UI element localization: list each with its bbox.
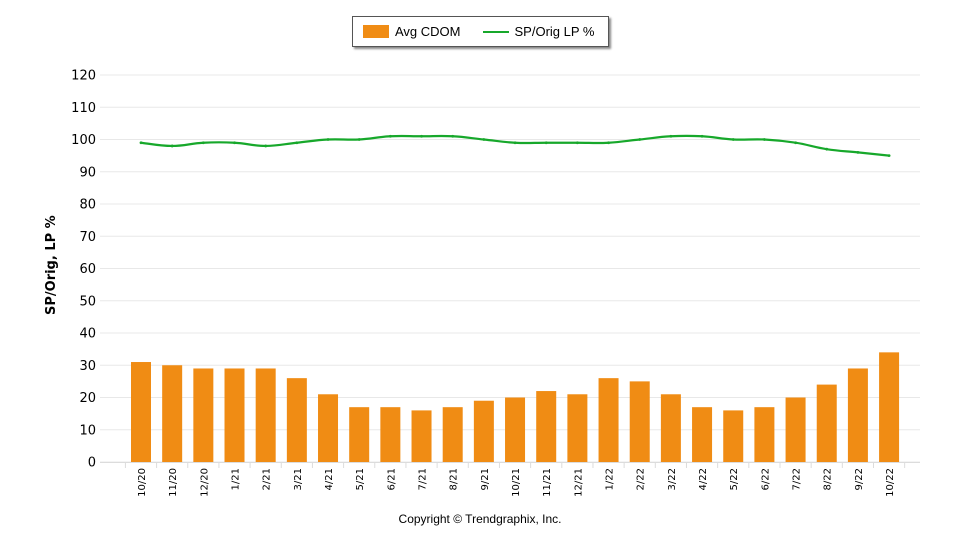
- x-tick-label: 4/22: [698, 468, 709, 490]
- line-data-point: [482, 138, 486, 141]
- bar-8-22: [816, 384, 837, 462]
- line-data-point: [575, 141, 579, 145]
- bar-4-22: [692, 407, 713, 462]
- x-tick-label: 2/21: [262, 468, 273, 490]
- x-tick-label: 5/22: [729, 468, 740, 490]
- x-tick-label: 3/21: [293, 468, 304, 490]
- line-data-point: [763, 138, 766, 141]
- bar-12-21: [567, 394, 588, 462]
- legend-line-swatch-icon: [482, 30, 509, 33]
- y-tick-label: 80: [79, 198, 96, 213]
- line-data-point: [357, 138, 361, 141]
- bar-10-21: [505, 397, 526, 462]
- line-data-point: [295, 141, 299, 145]
- x-tick-label: 10/22: [885, 468, 896, 497]
- line-data-point: [731, 138, 735, 141]
- x-tick-label: 6/21: [386, 468, 397, 490]
- y-tick-label: 90: [79, 165, 96, 180]
- x-tick-label: 7/22: [792, 468, 803, 490]
- line-data-point: [513, 141, 517, 145]
- bar-7-22: [785, 397, 806, 462]
- y-tick-label: 0: [88, 456, 96, 471]
- x-tick-label: 10/21: [511, 468, 522, 497]
- y-tick-label: 70: [79, 230, 96, 245]
- line-data-point: [420, 134, 423, 138]
- x-tick-label: 5/21: [355, 468, 366, 490]
- line-data-point: [638, 138, 642, 141]
- y-tick-label: 120: [71, 69, 96, 84]
- chart-legend: Avg CDOM SP/Orig LP %: [352, 16, 609, 47]
- bar-12-20: [193, 368, 214, 462]
- line-data-point: [856, 151, 860, 154]
- x-tick-label: 3/22: [667, 468, 678, 490]
- line-data-point: [669, 134, 673, 138]
- bar-9-22: [847, 368, 868, 462]
- line-data-point: [544, 141, 548, 145]
- x-tick-label: 1/21: [231, 468, 242, 490]
- copyright-text: Copyright © Trendgraphix, Inc.: [398, 512, 562, 526]
- x-tick-label: 11/21: [542, 468, 553, 497]
- line-data-point: [170, 144, 174, 148]
- legend-label-avg-cdom: Avg CDOM: [395, 24, 461, 39]
- bar-6-21: [380, 407, 401, 462]
- bar-3-21: [286, 378, 307, 462]
- bar-9-21: [473, 400, 494, 462]
- y-tick-label: 20: [79, 391, 96, 406]
- x-tick-label: 9/22: [854, 468, 865, 490]
- x-tick-label: 8/21: [449, 468, 460, 490]
- bar-5-22: [723, 410, 744, 462]
- y-tick-label: 100: [71, 133, 96, 148]
- x-tick-label: 12/20: [199, 468, 210, 497]
- bar-7-21: [411, 410, 432, 462]
- x-tick-label: 2/22: [636, 468, 647, 490]
- legend-label-sp-orig-lp: SP/Orig LP %: [514, 24, 595, 39]
- line-data-point: [794, 141, 797, 145]
- bar-1-22: [598, 378, 619, 462]
- x-tick-label: 1/22: [605, 468, 616, 490]
- bar-2-22: [629, 381, 650, 462]
- x-tick-label: 10/20: [137, 468, 148, 497]
- y-tick-label: 30: [79, 359, 96, 374]
- x-tick-label: 12/21: [573, 468, 584, 497]
- bar-2-21: [255, 368, 276, 462]
- line-data-point: [825, 147, 829, 151]
- x-tick-label: 9/21: [480, 468, 491, 490]
- x-tick-label: 4/21: [324, 468, 335, 490]
- bar-11-21: [536, 391, 557, 462]
- bar-5-21: [349, 407, 370, 462]
- y-tick-label: 110: [71, 101, 96, 116]
- bar-1-21: [224, 368, 245, 462]
- line-data-point: [201, 141, 205, 145]
- x-tick-label: 11/20: [168, 468, 179, 497]
- line-data-point: [233, 141, 236, 145]
- x-tick-label: 8/22: [823, 468, 834, 490]
- bar-4-21: [318, 394, 339, 462]
- bar-10-20: [131, 362, 151, 462]
- legend-item-avg-cdom: Avg CDOM: [353, 24, 461, 39]
- line-data-point: [887, 154, 891, 158]
- y-tick-label: 40: [79, 327, 96, 342]
- bar-8-21: [442, 407, 463, 462]
- line-data-point: [700, 134, 704, 138]
- x-tick-label: 6/22: [760, 468, 771, 490]
- legend-bar-swatch-icon: [363, 25, 389, 38]
- x-tick-label: 7/21: [418, 468, 429, 490]
- line-data-point: [139, 141, 143, 145]
- bar-11-20: [162, 365, 183, 462]
- line-data-point: [607, 141, 610, 145]
- bar-6-22: [754, 407, 775, 462]
- legend-item-sp-orig-lp: SP/Orig LP %: [461, 24, 595, 39]
- sp-orig-lp-line: [140, 134, 890, 157]
- y-tick-label: 10: [79, 423, 96, 438]
- line-data-point: [264, 144, 268, 148]
- bar-3-22: [660, 394, 681, 462]
- y-tick-label: 50: [79, 294, 96, 309]
- line-data-point: [451, 134, 455, 138]
- bar-10-22: [879, 352, 900, 462]
- line-data-point: [326, 138, 330, 141]
- y-tick-label: 60: [79, 262, 96, 277]
- line-data-point: [388, 134, 392, 138]
